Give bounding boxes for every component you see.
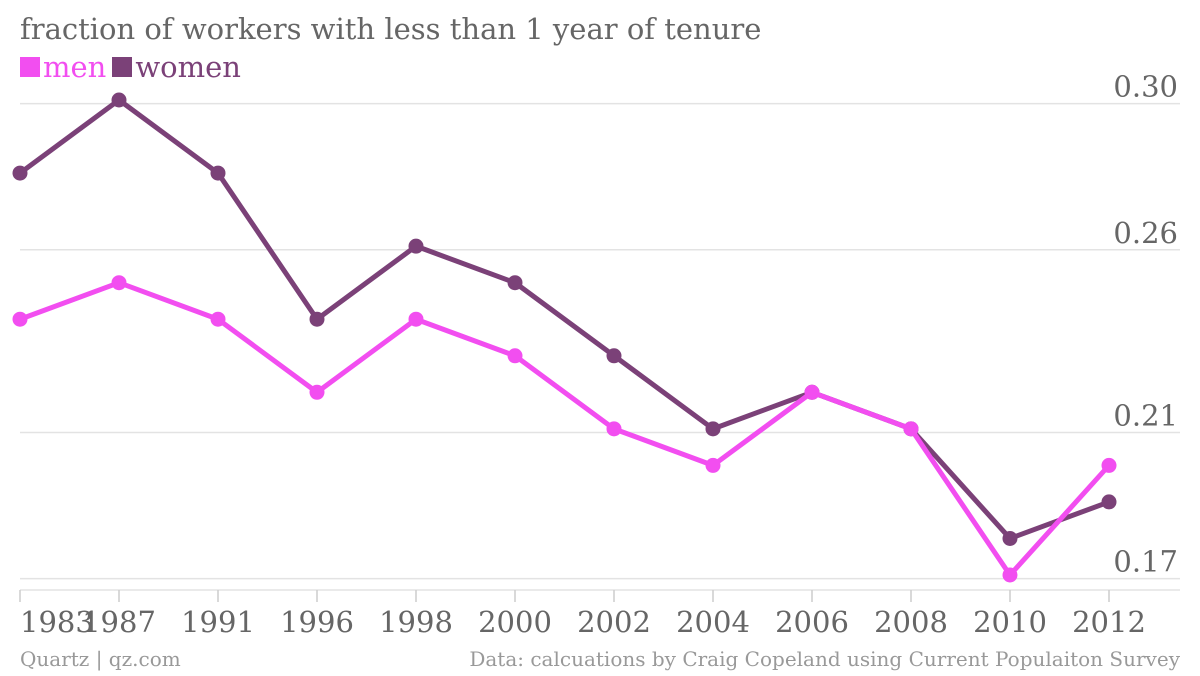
data-source-note: Data: calcuations by Craig Copeland usin… bbox=[469, 647, 1180, 671]
series-lines bbox=[12, 92, 1117, 583]
series-line-women bbox=[17, 97, 1112, 541]
chart-title: fraction of workers with less than 1 yea… bbox=[20, 12, 762, 46]
gridlines bbox=[20, 102, 1180, 580]
data-point-men bbox=[1002, 567, 1018, 583]
y-tick-label: 0.26 bbox=[1113, 216, 1178, 250]
data-point-men bbox=[804, 384, 820, 400]
data-point-men bbox=[903, 421, 919, 437]
x-tick-label: 1991 bbox=[181, 605, 255, 639]
data-point-women bbox=[1002, 530, 1018, 546]
data-point-women bbox=[111, 92, 127, 108]
x-tick-label: 2008 bbox=[874, 605, 948, 639]
x-tick-label: 1987 bbox=[82, 605, 156, 639]
data-point-women bbox=[408, 238, 424, 254]
data-point-women bbox=[606, 348, 622, 364]
data-point-men bbox=[210, 311, 226, 327]
y-axis: 0.30 0.26 0.21 0.17 bbox=[1113, 70, 1178, 579]
legend-swatch-women bbox=[112, 57, 133, 77]
x-tick-label: 2010 bbox=[973, 605, 1047, 639]
legend-label-women: women bbox=[135, 50, 241, 84]
x-tick-label: 2006 bbox=[775, 605, 849, 639]
data-point-women bbox=[210, 165, 226, 181]
data-point-women bbox=[12, 165, 28, 181]
x-tick-label: 1983 bbox=[20, 605, 94, 639]
x-tick-label: 2004 bbox=[676, 605, 750, 639]
data-point-women bbox=[1101, 494, 1117, 510]
data-point-women bbox=[309, 311, 325, 327]
legend: men women bbox=[20, 50, 247, 84]
data-point-men bbox=[111, 275, 127, 291]
source-credit: Quartz | qz.com bbox=[20, 647, 181, 671]
x-tick-label: 1996 bbox=[280, 605, 354, 639]
series-line-men bbox=[17, 280, 1112, 578]
x-tick-label: 1998 bbox=[379, 605, 453, 639]
legend-swatch-men bbox=[20, 57, 40, 77]
legend-item-women: women bbox=[112, 50, 241, 84]
data-point-men bbox=[12, 311, 28, 327]
data-point-men bbox=[1101, 457, 1117, 473]
data-point-men bbox=[309, 384, 325, 400]
data-point-men bbox=[606, 421, 622, 437]
x-tick-label: 2012 bbox=[1072, 605, 1146, 639]
data-point-women bbox=[507, 275, 523, 291]
data-point-women bbox=[705, 421, 721, 437]
x-tick-label: 2002 bbox=[577, 605, 651, 639]
data-point-men bbox=[408, 311, 424, 327]
legend-label-men: men bbox=[43, 50, 107, 84]
y-tick-label: 0.17 bbox=[1113, 545, 1178, 579]
data-point-men bbox=[507, 348, 523, 364]
y-tick-label: 0.30 bbox=[1113, 70, 1178, 104]
y-tick-label: 0.21 bbox=[1113, 399, 1178, 433]
data-point-men bbox=[705, 457, 721, 473]
x-tick-label: 2000 bbox=[478, 605, 552, 639]
legend-item-men: men bbox=[20, 50, 106, 84]
